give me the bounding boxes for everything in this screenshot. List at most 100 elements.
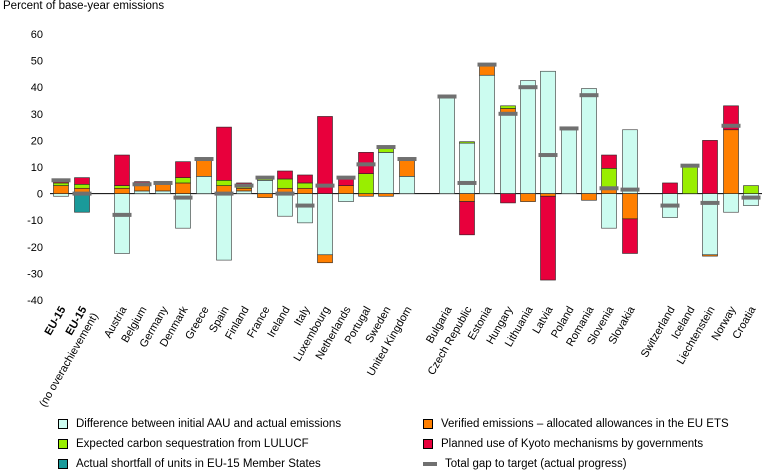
bar-aau-difference <box>216 193 232 261</box>
bar-ets-verified <box>257 193 273 198</box>
bar-ets-verified <box>317 254 333 264</box>
total-gap-marker <box>559 126 579 131</box>
bar-eu15-shortfall <box>74 193 90 213</box>
total-gap-marker <box>437 94 457 99</box>
total-gap-marker <box>457 180 477 185</box>
y-tick-label: -10 <box>27 215 43 227</box>
bar-lulucf <box>175 177 191 184</box>
bar-lulucf <box>114 185 130 189</box>
bar-ets-verified <box>399 158 415 177</box>
bar-lulucf <box>297 182 313 189</box>
bar-ets-verified <box>622 193 638 220</box>
total-gap-marker <box>700 200 720 205</box>
bar-ets-verified <box>236 187 252 192</box>
total-gap-marker <box>599 186 619 191</box>
bar-ets-verified <box>581 193 597 201</box>
bar-aau-difference <box>479 74 495 194</box>
bar-aau-difference <box>459 142 475 194</box>
y-tick-label: 20 <box>31 135 43 147</box>
bar-lulucf <box>459 141 475 144</box>
bar-aau-difference <box>277 193 293 217</box>
bar-kyoto-mechanisms <box>662 182 678 194</box>
bar-aau-difference <box>439 96 455 194</box>
y-tick-label: 0 <box>37 189 43 201</box>
total-gap-marker <box>397 157 417 162</box>
bar-ets-verified <box>358 193 374 197</box>
chart-bars <box>53 64 759 281</box>
bar-aau-difference <box>581 88 597 194</box>
bar-ets-verified <box>723 129 739 194</box>
total-gap-marker <box>680 163 700 168</box>
total-gap-marker <box>721 123 741 128</box>
bar-aau-difference <box>601 193 617 229</box>
bar-kyoto-mechanisms <box>74 177 90 185</box>
y-tick-label: -20 <box>27 242 43 254</box>
bar-ets-verified <box>53 185 69 194</box>
bar-ets-verified <box>540 193 556 197</box>
total-gap-marker <box>315 183 335 188</box>
bar-kyoto-mechanisms <box>702 140 718 194</box>
bar-kyoto-mechanisms <box>216 126 232 181</box>
bar-lulucf <box>277 178 293 189</box>
bar-ets-verified <box>297 187 313 194</box>
bar-kyoto-mechanisms <box>277 170 293 180</box>
bar-ets-verified <box>702 254 718 257</box>
bar-kyoto-mechanisms <box>114 154 130 186</box>
bar-lulucf <box>53 182 69 186</box>
total-gap-marker <box>376 145 396 150</box>
total-gap-marker <box>741 195 761 200</box>
bar-kyoto-mechanisms <box>500 193 516 204</box>
bar-aau-difference <box>723 193 739 213</box>
bar-lulucf <box>682 166 698 194</box>
total-gap-marker <box>477 62 497 67</box>
bar-aau-difference <box>114 193 130 254</box>
bar-aau-difference <box>236 190 252 194</box>
total-gap-marker <box>51 178 71 183</box>
bar-ets-verified <box>338 185 354 194</box>
y-tick-label: 50 <box>31 56 43 68</box>
bar-kyoto-mechanisms <box>175 161 191 178</box>
bar-kyoto-mechanisms <box>601 154 617 169</box>
bar-aau-difference <box>399 176 415 194</box>
total-gap-marker <box>275 191 295 196</box>
bar-kyoto-mechanisms <box>540 195 556 281</box>
bar-aau-difference <box>378 152 394 194</box>
bar-aau-difference <box>53 193 69 197</box>
total-gap-marker <box>518 85 538 90</box>
total-gap-marker <box>620 187 640 192</box>
total-gap-marker <box>660 203 680 208</box>
total-gap-marker <box>173 195 193 200</box>
total-gap-marker <box>255 175 275 180</box>
y-tick-label: 40 <box>31 82 43 94</box>
bar-kyoto-mechanisms <box>297 174 313 184</box>
bar-aau-difference <box>297 193 313 224</box>
total-gap-marker <box>112 212 132 217</box>
total-gap-marker <box>498 111 518 116</box>
bar-ets-verified <box>114 187 130 194</box>
y-axis-ticks: -40 -30 -20 -10 0 10 20 30 40 50 60 <box>27 29 43 307</box>
bar-kyoto-mechanisms <box>317 116 333 194</box>
bar-aau-difference <box>155 190 171 194</box>
y-axis-label: Percent of base-year emissions <box>3 0 164 12</box>
bar-aau-difference <box>500 113 516 194</box>
total-gap-marker <box>214 191 234 196</box>
bar-lulucf <box>601 168 617 189</box>
total-gap-marker <box>336 175 356 180</box>
total-gap-marker <box>234 183 254 188</box>
bar-aau-difference <box>520 80 536 194</box>
y-tick-label: -30 <box>27 268 43 280</box>
bar-aau-difference <box>622 129 638 194</box>
chart-gap-markers <box>51 62 761 217</box>
total-gap-marker <box>295 203 315 208</box>
y-tick-label: 30 <box>31 109 43 121</box>
bar-kyoto-mechanisms <box>622 218 638 254</box>
bar-aau-difference <box>561 129 577 194</box>
bar-lulucf <box>358 173 374 194</box>
bar-ets-verified <box>520 193 536 202</box>
bar-aau-difference <box>134 190 150 194</box>
bar-ets-verified <box>175 182 191 194</box>
bar-ets-verified <box>378 193 394 197</box>
bar-lulucf <box>216 180 232 186</box>
